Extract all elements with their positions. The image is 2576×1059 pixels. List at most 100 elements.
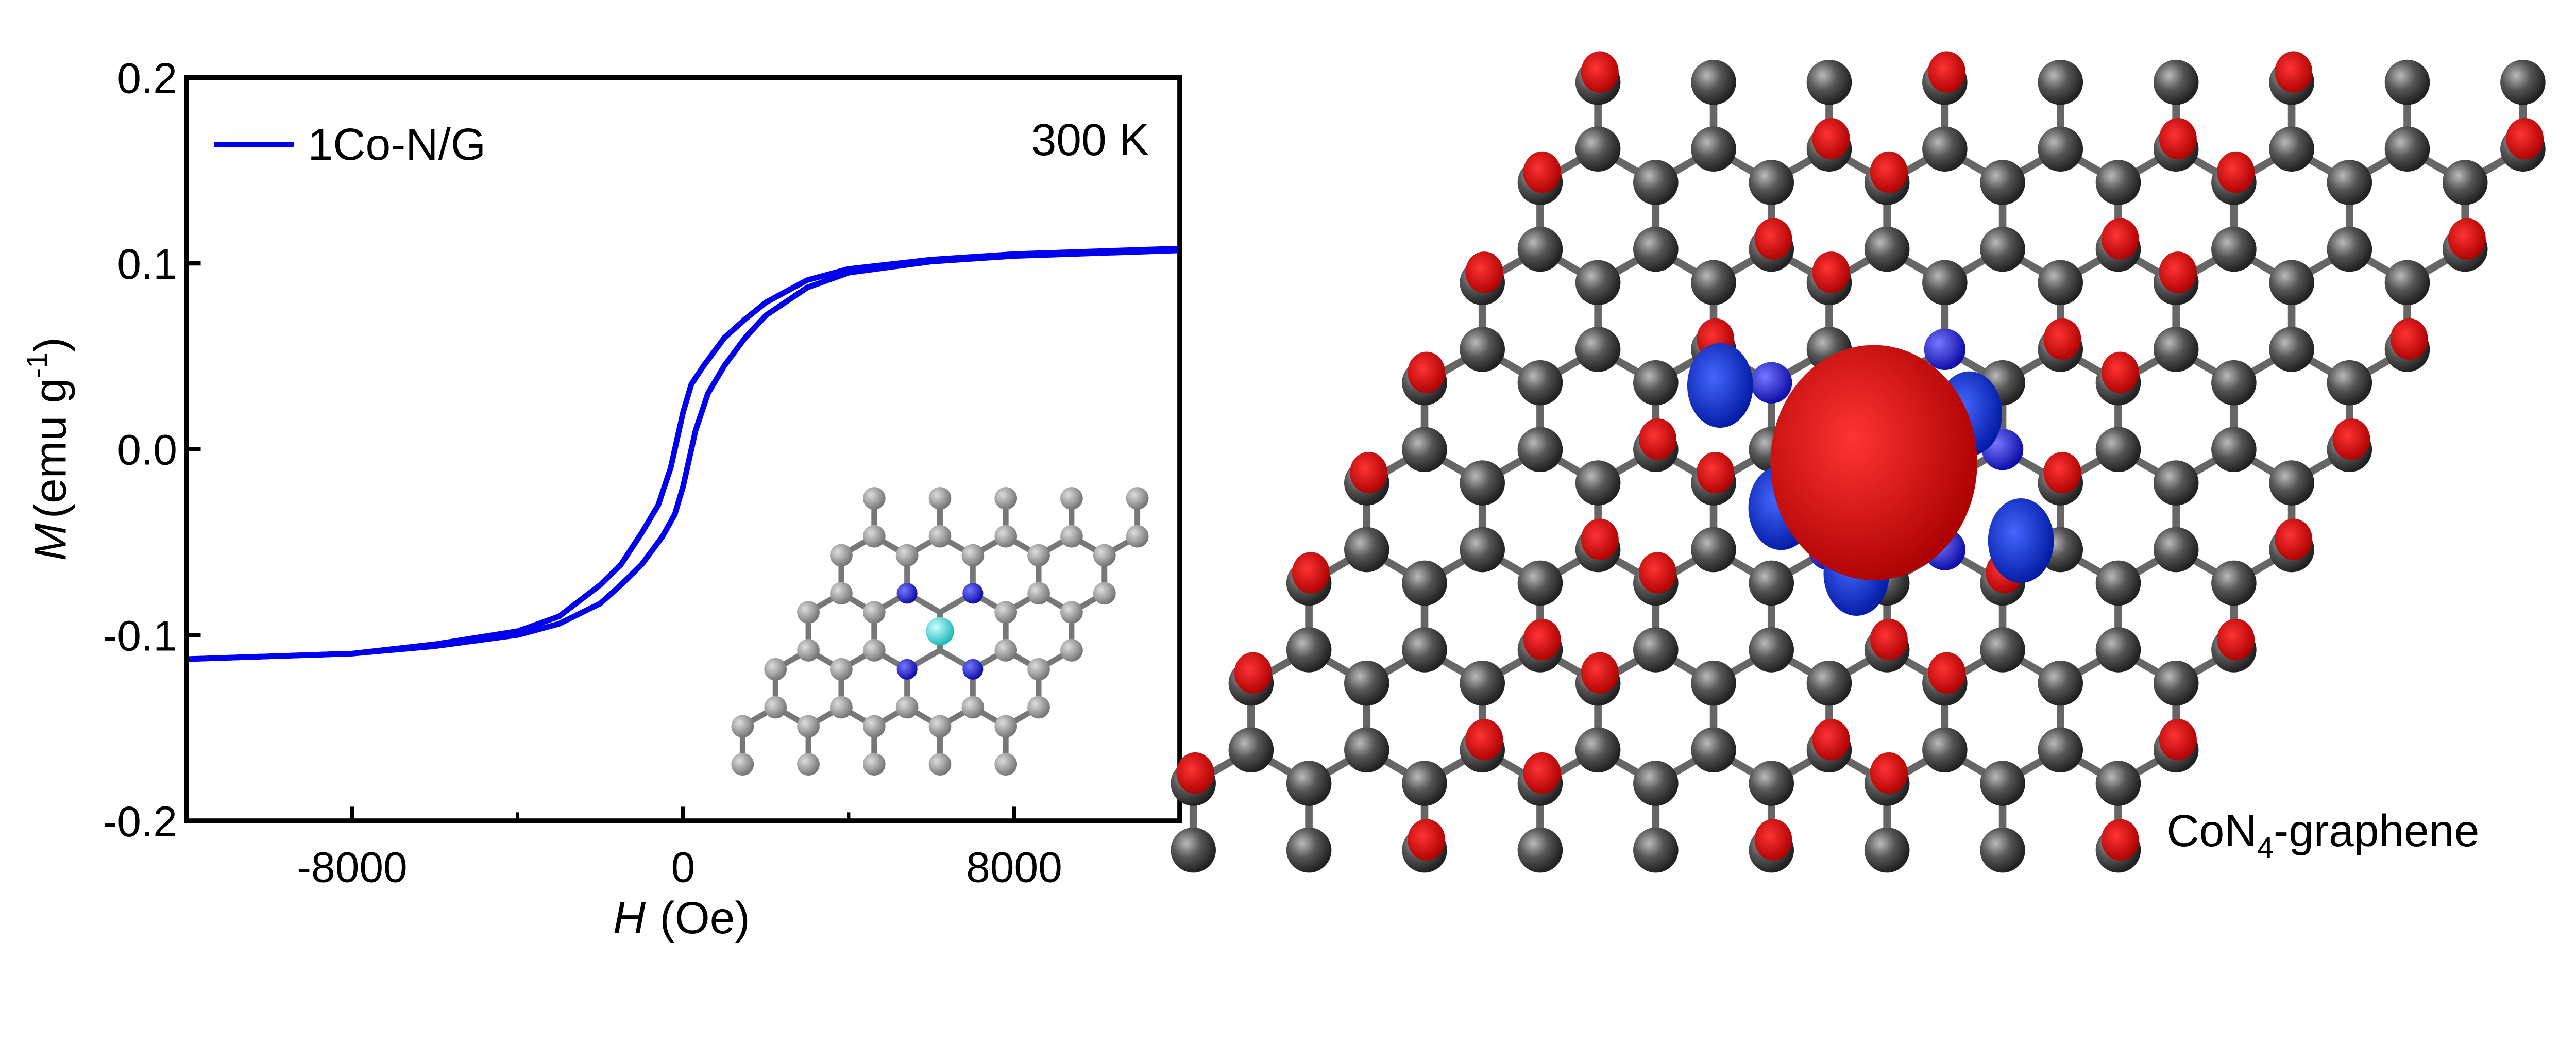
carbon-atom [895, 696, 919, 719]
y-tick-label: 0.1 [117, 240, 177, 288]
carbon-atom [928, 487, 952, 510]
carbon-atom [1402, 427, 1447, 473]
spin-up-lobe [2217, 151, 2255, 193]
spin-up-lobe [1928, 51, 1965, 93]
carbon-atom [2095, 160, 2141, 205]
spin-up-lobe [1465, 251, 1503, 293]
carbon-atom [928, 715, 952, 738]
y-axis-unit-close: ) [25, 337, 76, 352]
nitrogen-atom [896, 659, 918, 680]
carbon-atom [994, 525, 1018, 548]
carbon-atom [1126, 487, 1149, 510]
cobalt-atom [926, 617, 954, 646]
carbon-atom [731, 715, 754, 738]
carbon-atom [1517, 427, 1563, 473]
spin-up-lobe [2101, 351, 2139, 393]
spin-up-lobe [1697, 451, 1735, 494]
carbon-atom [830, 582, 853, 605]
carbon-atom [797, 601, 820, 624]
carbon-atom [1027, 582, 1050, 605]
spin-up-lobe [1812, 117, 1850, 160]
atoms [1171, 51, 2546, 873]
carbon-atom [1749, 627, 1794, 673]
carbon-atom [2269, 126, 2314, 172]
carbon-atom [1575, 126, 1621, 172]
carbon-atom [1517, 560, 1563, 606]
nitrogen-atom [1924, 328, 1965, 371]
spin-up-lobe [1581, 518, 1619, 560]
carbon-atom [928, 753, 952, 776]
spin-up-lobe [1638, 552, 1676, 594]
carbon-atom [1575, 727, 1621, 773]
spin-up-lobe [1408, 819, 1446, 861]
x-tick-label: -8000 [297, 843, 408, 891]
spin-up-lobe [1349, 451, 1387, 494]
carbon-atom [1980, 761, 2025, 806]
carbon-atom [1517, 360, 1563, 406]
carbon-atom [1402, 627, 1447, 673]
carbon-atom [1460, 660, 1505, 706]
spin-up-lobe [2101, 819, 2139, 861]
spin-up-lobe [2506, 117, 2544, 160]
carbon-atom [1060, 639, 1083, 662]
carbon-atom [1691, 527, 1736, 573]
carbon-atom [2442, 160, 2488, 205]
carbon-atom [1864, 827, 1910, 873]
carbon-atom [1460, 460, 1505, 506]
carbon-atom [2327, 160, 2372, 205]
spin-up-lobe [1638, 418, 1676, 460]
carbon-atom [2153, 327, 2199, 372]
carbon-atom [1344, 527, 1389, 573]
carbon-atom [1691, 660, 1736, 706]
carbon-atom [1691, 59, 1736, 105]
carbon-atom [2095, 560, 2141, 606]
carbon-atom [1402, 761, 1447, 806]
carbon-atom [1980, 226, 2025, 272]
carbon-atom [862, 525, 886, 548]
carbon-atom [994, 753, 1018, 776]
carbon-atom [928, 525, 952, 548]
structure-label-main: CoN [2166, 805, 2257, 856]
carbon-atom [2500, 59, 2546, 105]
figure: -8000 0 8000 -0.2 -0.1 0.0 0.1 0.2 1Co-N/G 300 … [21, 51, 2546, 943]
spin-up-lobe [1581, 652, 1619, 694]
spin-up-lobe [1754, 218, 1792, 260]
carbon-atom [2327, 360, 2372, 406]
carbon-atom [797, 639, 820, 662]
carbon-atom [2038, 727, 2083, 773]
carbon-atom [2211, 427, 2257, 473]
spin-up-lobe [1234, 652, 1272, 694]
carbon-atom [1633, 827, 1679, 873]
carbon-atom [1027, 696, 1050, 719]
x-tick-label: 8000 [966, 843, 1062, 891]
carbon-atom [862, 639, 886, 662]
carbon-atom [1633, 761, 1679, 806]
carbon-atom [994, 601, 1018, 624]
carbon-atom [2269, 460, 2314, 506]
carbon-atom [2038, 660, 2083, 706]
carbon-atom [2153, 660, 2199, 706]
carbon-atom [2038, 126, 2083, 172]
structure-label: CoN4-graphene [2166, 805, 2479, 865]
carbon-atom [1633, 627, 1679, 673]
carbon-atom [1093, 544, 1116, 567]
spin-up-lobe [1581, 51, 1619, 93]
carbon-atom [1517, 226, 1563, 272]
carbon-atom [1691, 126, 1736, 172]
spin-up-lobe [1870, 151, 1908, 193]
carbon-atom [1344, 727, 1389, 773]
carbon-atom [1980, 627, 2025, 673]
legend: 1Co-N/G [214, 119, 486, 170]
carbon-atom [2038, 260, 2083, 306]
carbon-atom [2095, 761, 2141, 806]
y-tick-label: -0.2 [103, 797, 177, 846]
spin-up-lobe [2332, 418, 2370, 460]
carbon-atom [994, 487, 1018, 510]
spin-down-lobe [1988, 498, 2054, 583]
inset-structure [731, 487, 1149, 776]
spin-up-lobe [1928, 652, 1965, 694]
legend-label: 1Co-N/G [308, 119, 486, 170]
hysteresis-branch [187, 245, 1180, 662]
carbon-atom [2384, 59, 2430, 105]
y-tick-label: 0.0 [117, 426, 177, 474]
